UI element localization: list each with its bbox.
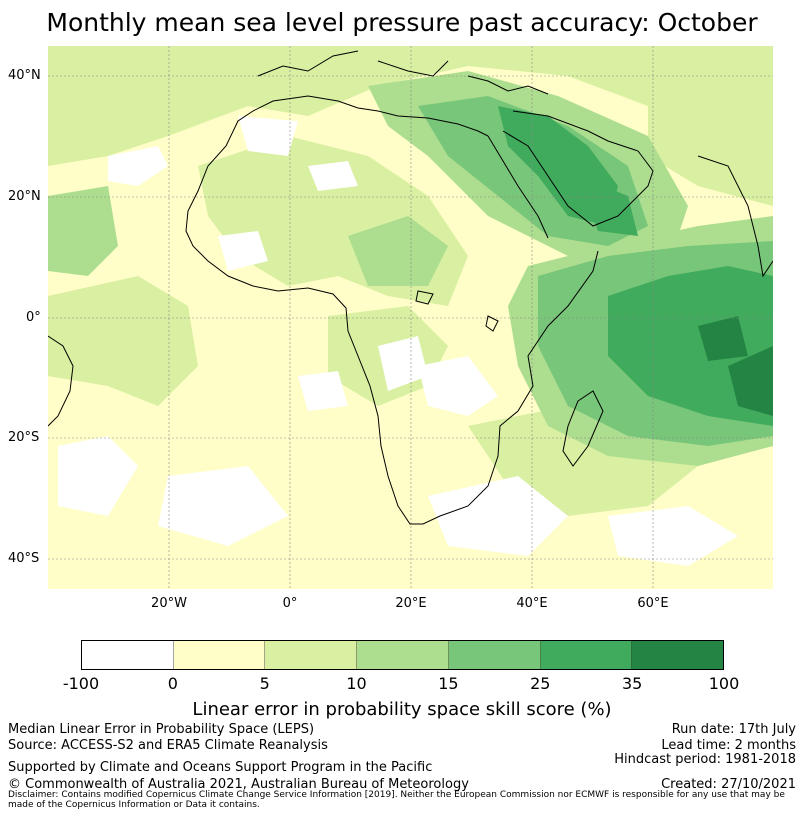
colorbar-segment-2: [265, 641, 358, 669]
lat-label-40s: 40°S: [8, 551, 40, 566]
region-25-35: [498, 106, 773, 426]
region-negative: [58, 116, 738, 566]
lead-time: Lead time: 2 months: [661, 738, 796, 753]
colorbar-tick-label: 15: [438, 674, 459, 693]
colorbar-tick-label: 35: [621, 674, 643, 693]
colorbar-tick-label: 100: [708, 674, 740, 693]
lon-label-40e: 40°E: [516, 596, 548, 611]
footer-leps: Median Linear Error in Probability Space…: [8, 722, 315, 737]
colorbar-tick-label: 5: [259, 674, 270, 693]
colorbar-tick-label: 0: [167, 674, 178, 693]
map-canvas: [48, 46, 773, 589]
footer-support: Supported by Climate and Oceans Support …: [8, 760, 433, 775]
colorbar-segment-0: [82, 641, 174, 669]
skill-map: [48, 46, 773, 589]
colorbar: [81, 640, 724, 670]
run-date: Run date: 17th July: [671, 722, 796, 737]
created-date: Created: 27/10/2021: [661, 777, 796, 792]
lon-label-20w: 20°W: [151, 596, 187, 611]
colorbar-segment-6: [632, 641, 724, 669]
hindcast-period: Hindcast period: 1981-2018: [614, 752, 796, 767]
footer-source: Source: ACCESS-S2 and ERA5 Climate Reana…: [8, 738, 328, 753]
lon-label-20e: 20°E: [395, 596, 427, 611]
disclaimer: Disclaimer: Contains modified Copernicus…: [8, 790, 785, 810]
colorbar-segment-5: [540, 641, 633, 669]
colorbar-segment-3: [357, 641, 449, 669]
colorbar-tick-label: 10: [346, 674, 367, 693]
colorbar-segment-1: [173, 641, 266, 669]
lat-label-20n: 20°N: [8, 189, 41, 204]
lat-label-20s: 20°S: [8, 430, 40, 445]
chart-title: Monthly mean sea level pressure past acc…: [46, 8, 758, 37]
lon-label-60e: 60°E: [637, 596, 669, 611]
coastlines: [48, 50, 773, 525]
colorbar-tick-label: 25: [530, 674, 551, 693]
region-35-100: [698, 316, 773, 416]
colorbar-tick-label: -100: [62, 674, 100, 693]
graticule: [48, 46, 773, 589]
colorbar-label: Linear error in probability space skill …: [192, 699, 612, 720]
lon-label-0: 0°: [282, 596, 298, 611]
lat-label-0: 0°: [26, 310, 41, 325]
footer-copyright: © Commonwealth of Australia 2021, Austra…: [8, 777, 469, 792]
colorbar-segment-4: [448, 641, 541, 669]
lat-label-40n: 40°N: [8, 68, 41, 83]
